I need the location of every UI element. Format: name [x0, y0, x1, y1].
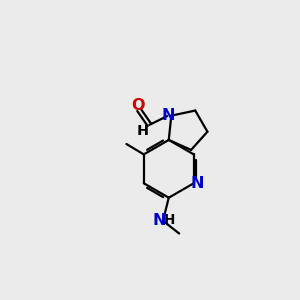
Text: N: N [191, 176, 204, 191]
Text: N: N [152, 213, 166, 228]
Text: N: N [161, 108, 175, 123]
Text: H: H [164, 213, 175, 227]
Text: O: O [131, 98, 145, 113]
Text: H: H [137, 124, 149, 138]
